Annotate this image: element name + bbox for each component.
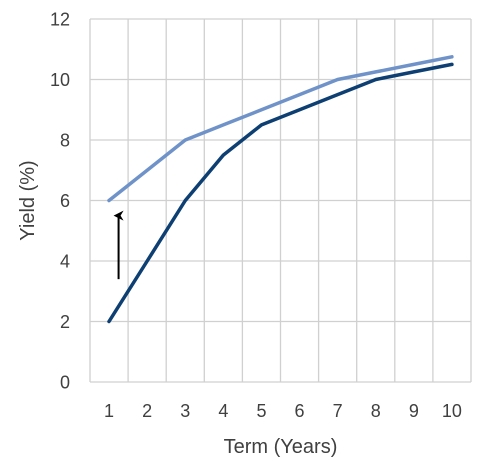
x-axis-title: Term (Years) bbox=[224, 436, 338, 458]
y-tick-label: 6 bbox=[60, 191, 70, 211]
x-tick-label: 10 bbox=[442, 401, 462, 421]
x-tick-label: 2 bbox=[142, 401, 152, 421]
series-line-1 bbox=[107, 55, 454, 203]
series-layer bbox=[107, 55, 454, 324]
y-tick-label: 2 bbox=[60, 312, 70, 332]
y-tick-label: 10 bbox=[50, 70, 70, 90]
x-tick-label: 9 bbox=[409, 401, 419, 421]
x-tick-label: 6 bbox=[295, 401, 305, 421]
y-tick-label: 4 bbox=[60, 252, 70, 272]
x-tick-label: 5 bbox=[256, 401, 266, 421]
y-axis-title: Yield (%) bbox=[17, 160, 39, 240]
series-line-2 bbox=[107, 62, 454, 324]
y-tick-label: 0 bbox=[60, 373, 70, 393]
y-tick-label: 8 bbox=[60, 131, 70, 151]
x-tick-label: 4 bbox=[218, 401, 228, 421]
y-tick-label: 12 bbox=[50, 10, 70, 30]
x-tick-label: 8 bbox=[371, 401, 381, 421]
x-tick-label: 3 bbox=[180, 401, 190, 421]
grid bbox=[89, 18, 472, 383]
x-tick-label: 1 bbox=[104, 401, 114, 421]
x-tick-label: 7 bbox=[333, 401, 343, 421]
